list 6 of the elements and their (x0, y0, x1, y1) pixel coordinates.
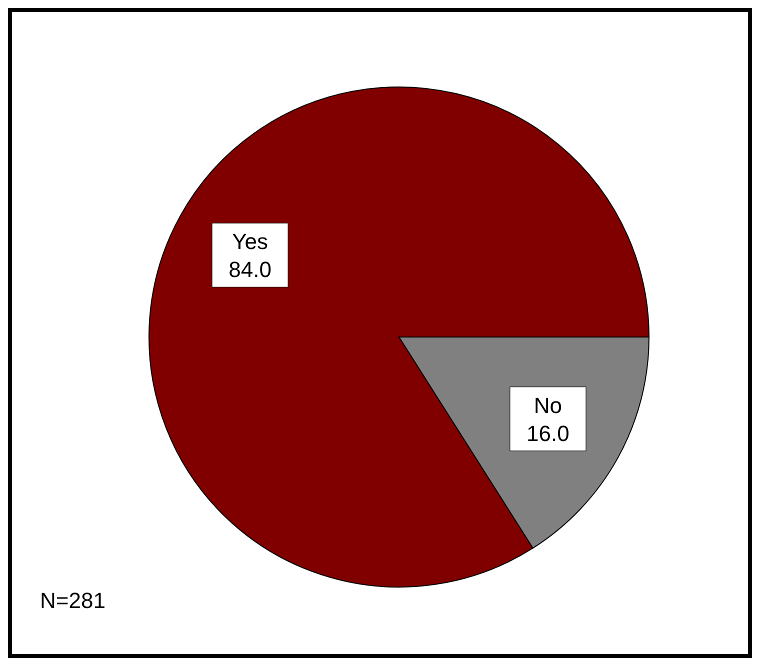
text: N=281 (40, 588, 106, 614)
data-label: 84.0 (228, 257, 272, 282)
data-label: 16.0 (526, 420, 570, 446)
slice-label: Yes (232, 229, 268, 254)
pie-slice (148, 86, 650, 588)
slice-label: No (534, 392, 562, 418)
